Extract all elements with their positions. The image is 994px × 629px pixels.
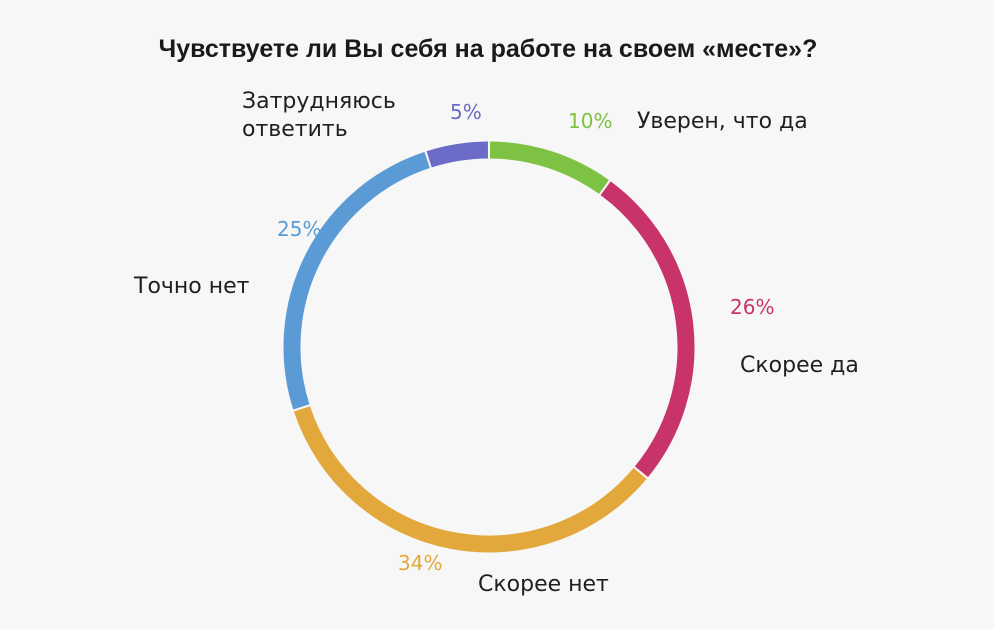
slice-category-label: Скорее да: [740, 353, 859, 378]
slice-category-label: Затрудняюсь ответить: [242, 89, 396, 142]
donut-slice: [293, 406, 647, 553]
slice-percentage-label: 10%: [568, 109, 612, 133]
slice-percentage-label: 26%: [730, 295, 774, 319]
donut-slice: [489, 141, 609, 194]
slice-category-label: Точно нет: [133, 274, 250, 299]
donut-slice: [426, 141, 489, 168]
slice-percentage-label: 34%: [398, 551, 442, 575]
category-labels: Уверен, что да Скорее да Скорее нет Точно н…: [133, 89, 859, 597]
percentage-labels: 10% 26% 34% 25% 5%: [277, 100, 774, 575]
slice-category-label: Уверен, что да: [637, 109, 808, 134]
slice-category-label-line: Скорее нет: [478, 572, 609, 597]
slice-percentage-label: 5%: [450, 100, 482, 124]
donut-slice: [600, 181, 695, 478]
slice-category-label-line: ответить: [242, 117, 348, 142]
donut-ring: [283, 141, 695, 553]
slice-category-label-line: Уверен, что да: [637, 109, 808, 134]
slice-category-label-line: Скорее да: [740, 353, 859, 378]
slice-percentage-label: 25%: [277, 217, 321, 241]
slice-category-label: Скорее нет: [478, 572, 609, 597]
donut-slice: [283, 151, 430, 410]
slice-category-label-line: Затрудняюсь: [242, 89, 396, 114]
chart-title: Чувствуете ли Вы себя на работе на своем…: [159, 35, 818, 63]
slice-category-label-line: Точно нет: [133, 274, 250, 299]
